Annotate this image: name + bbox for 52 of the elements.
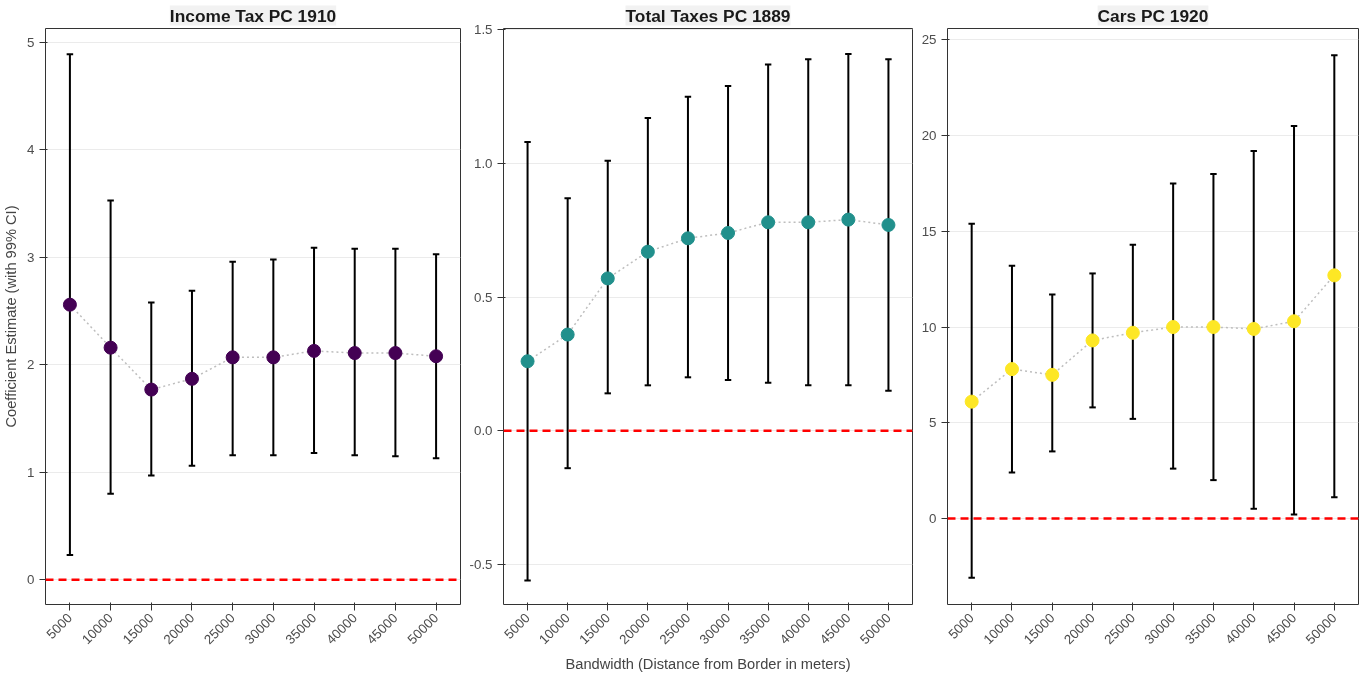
point [62,297,77,312]
point [1125,325,1140,340]
y-tick-label: 0.5 [473,289,493,305]
point [761,215,776,230]
point [520,354,535,369]
point [1206,320,1221,335]
point [307,343,322,358]
point [1085,333,1100,348]
point [640,244,655,259]
point [388,346,403,361]
chart-title: Total Taxes PC 1889 [625,5,791,26]
chart-title: Income Tax PC 1910 [169,5,337,26]
y-tick-label: 1 [27,464,35,480]
y-tick-label: -0.5 [469,556,493,572]
y-tick-label: 2 [27,357,35,373]
y-tick-label: 0.0 [473,423,493,439]
y-tick-label: 5 [27,34,35,50]
y-tick-label: 3 [27,249,35,265]
point [841,212,856,227]
point [1045,367,1060,382]
y-tick-label: 15 [921,223,937,239]
point [103,340,118,355]
point [801,215,816,230]
y-axis-title: Coefficient Estimate (with 99% CI) [3,205,20,428]
y-tick-label: 1.0 [473,155,493,171]
y-tick-label: 1.5 [473,22,493,38]
y-tick-label: 0 [27,572,35,588]
point [881,217,896,232]
point [560,327,575,342]
y-tick-label: 10 [921,319,937,335]
point [1287,314,1302,329]
point [1327,268,1342,283]
point [225,350,240,365]
y-tick-label: 25 [921,32,937,48]
y-tick-label: 5 [929,415,937,431]
point [1004,362,1019,377]
y-tick-label: 20 [921,128,937,144]
point [266,350,281,365]
chart-title: Cars PC 1920 [1097,5,1209,26]
point [429,349,444,364]
point [184,371,199,386]
point [144,382,159,397]
point [600,271,615,286]
point [964,394,979,409]
point [347,346,362,361]
point [1166,320,1181,335]
x-axis-title: Bandwidth (Distance from Border in meters) [565,656,851,673]
y-tick-label: 4 [27,142,36,158]
y-tick-label: 0 [929,510,937,526]
point [680,231,695,246]
point [721,225,736,240]
point [1246,321,1261,336]
